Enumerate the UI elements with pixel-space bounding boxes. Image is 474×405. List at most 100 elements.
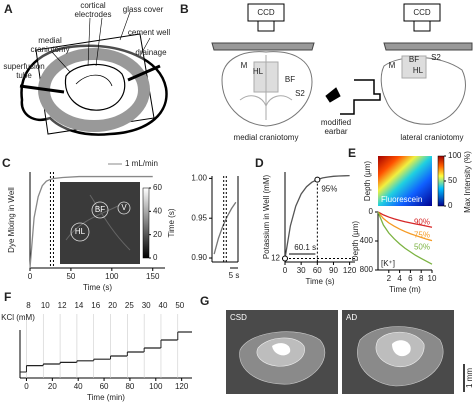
- y-tick-label: 800: [360, 265, 374, 274]
- step-label: 12: [58, 301, 67, 310]
- x-tick-label: 60: [313, 266, 322, 275]
- x-tick-label: 60: [100, 382, 109, 391]
- region-label: BF: [409, 55, 419, 64]
- image-label: HL: [75, 227, 86, 236]
- colorbar-tick-label: 40: [153, 206, 162, 215]
- annotation: 1 mL/min: [125, 159, 158, 168]
- colorbar-tick-label: 20: [153, 230, 162, 239]
- panel-letter: F: [4, 290, 11, 304]
- step-label: 8: [26, 301, 31, 310]
- colorbar-label: Time (s): [167, 208, 176, 237]
- panel-letter: E: [348, 146, 356, 160]
- image-label: V: [121, 203, 127, 212]
- label: superfusion tube: [3, 62, 45, 80]
- label: medial craniotomy: [30, 36, 70, 54]
- region-label: M: [389, 61, 396, 70]
- x-axis-label: Time (m): [389, 285, 421, 294]
- label: modified earbar: [320, 118, 352, 136]
- region-label: BF: [285, 75, 295, 84]
- step-label: 10: [41, 301, 50, 310]
- x-tick-label: 40: [74, 382, 83, 391]
- x-tick-label: 4: [397, 274, 402, 283]
- x-tick-label: 100: [105, 272, 119, 281]
- image-label: CSD: [230, 313, 247, 322]
- label: cortical electrodes: [74, 1, 112, 19]
- region-label: HL: [253, 67, 264, 76]
- series-label: 90%: [414, 217, 430, 226]
- region-label: HL: [413, 66, 424, 75]
- heatmap: [378, 156, 432, 206]
- step-label: 30: [142, 301, 151, 310]
- coronal-lateral: [325, 3, 473, 125]
- series-label: 50%: [414, 242, 430, 251]
- x-tick-label: 90: [329, 266, 338, 275]
- label: glass cover: [122, 5, 164, 14]
- roi: [91, 201, 109, 219]
- x-tick-label: 50: [66, 272, 75, 281]
- dye-image: [60, 182, 140, 264]
- y-axis-label: Dye Mixing in Well: [7, 187, 16, 253]
- annotation: 95%: [321, 185, 337, 194]
- caption: medial craniotomy: [234, 133, 299, 142]
- region-label: S2: [431, 53, 441, 62]
- colorbar-tick-label: 60: [153, 183, 162, 192]
- x-tick-label: 100: [149, 382, 163, 391]
- caption: lateral craniotomy: [400, 133, 463, 142]
- colorbar: [437, 155, 445, 207]
- colorbar-label: Max Intensity (%): [463, 151, 472, 213]
- step-label: 16: [91, 301, 100, 310]
- marker: [314, 176, 321, 183]
- colorbar: [142, 187, 150, 259]
- camera-label: CCD: [257, 8, 275, 17]
- vessel: [65, 194, 131, 251]
- x-axis-label: Time (min): [87, 393, 125, 402]
- region-label: M: [241, 61, 248, 70]
- x-tick-label: 30: [297, 266, 306, 275]
- x-tick-label: 10: [428, 274, 437, 283]
- region-label: S2: [295, 89, 305, 98]
- panel-letter: D: [255, 156, 264, 170]
- data-line: [377, 211, 433, 242]
- step-label: 25: [125, 301, 134, 310]
- annotation: [K⁺]: [381, 259, 395, 268]
- colorbar-tick-label: 0: [153, 253, 158, 262]
- y-tick-label: 0.90: [191, 253, 207, 262]
- x-tick-label: 6: [408, 274, 413, 283]
- step-label: 50: [175, 301, 184, 310]
- colorbar-tick-label: 100: [448, 151, 462, 160]
- y-axis-label: Depth (µm): [351, 221, 360, 262]
- y-tick-label: 0.95: [191, 213, 207, 222]
- label: drainage: [135, 48, 167, 57]
- coronal-medial: [211, 3, 315, 127]
- x-tick-label: 120: [343, 266, 357, 275]
- y-tick-label: 0: [369, 207, 374, 216]
- x-tick-label: 0: [283, 266, 288, 275]
- ad-image: [342, 310, 465, 394]
- step-label: 40: [159, 301, 168, 310]
- data-line: [377, 211, 433, 228]
- x-tick-label: 150: [146, 272, 160, 281]
- x-tick-label: 0: [24, 382, 29, 391]
- x-tick-label: 8: [419, 274, 424, 283]
- step-label: 14: [74, 301, 83, 310]
- colorbar-tick-label: 0: [448, 201, 453, 210]
- x-tick-label: 80: [125, 382, 134, 391]
- panel-letter: G: [200, 294, 209, 308]
- roi: [117, 201, 131, 215]
- scale-label: 1 mm: [465, 368, 474, 388]
- colorbar-tick-label: 50: [448, 176, 457, 185]
- y-tick-label: 1.00: [191, 173, 207, 182]
- roi: [70, 222, 90, 242]
- y-axis-label: Potassium in Well (mM): [262, 175, 271, 260]
- data-line: [213, 201, 237, 255]
- x-tick-label: 20: [48, 382, 57, 391]
- scale-label: 5 s: [229, 271, 240, 280]
- image-label: AD: [346, 313, 357, 322]
- x-tick-label: 2: [387, 274, 392, 283]
- series-label: 75%: [414, 231, 430, 240]
- x-tick-label: 120: [175, 382, 189, 391]
- marker: [282, 255, 288, 262]
- annotation: 60.1 s: [294, 243, 316, 252]
